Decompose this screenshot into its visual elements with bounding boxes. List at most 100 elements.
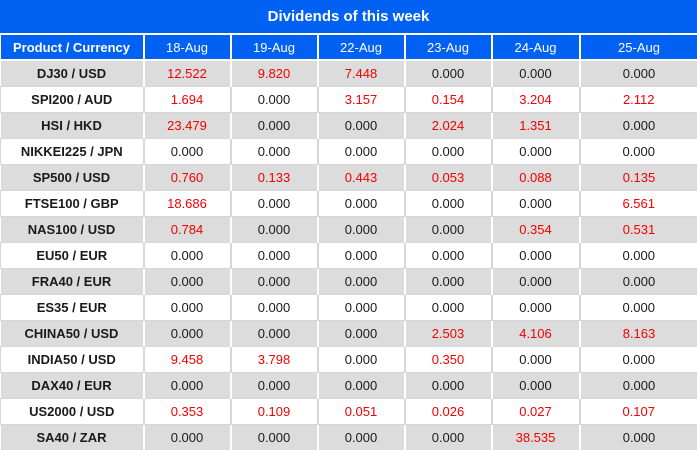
dividend-value-cell: 0.000 (143, 137, 232, 165)
dividend-value-cell: 0.784 (143, 216, 232, 242)
col-header-date: 23-Aug (404, 35, 493, 61)
dividend-value-cell: 0.000 (317, 268, 406, 294)
product-cell: SPI200 / AUD (0, 85, 145, 113)
dividend-value-cell: 0.000 (579, 112, 697, 138)
dividend-value-cell: 0.000 (317, 189, 406, 217)
product-cell: EU50 / EUR (0, 241, 145, 269)
dividend-value-cell: 0.000 (143, 424, 232, 450)
dividend-value-cell: 0.000 (143, 268, 232, 294)
table-row: CHINA50 / USD 0.000 0.000 0.000 2.503 4.106 8.… (0, 320, 697, 346)
dividend-value-cell: 3.204 (491, 85, 581, 113)
dividend-value-cell: 0.000 (317, 320, 406, 346)
dividend-value-cell: 0.000 (230, 112, 319, 138)
dividend-value-cell: 12.522 (143, 60, 232, 86)
dividend-value-cell: 0.000 (491, 137, 581, 165)
dividend-value-cell: 0.000 (230, 293, 319, 321)
dividend-value-cell: 9.458 (143, 345, 232, 373)
dividend-value-cell: 0.000 (579, 268, 697, 294)
dividend-value-cell: 23.479 (143, 112, 232, 138)
dividend-value-cell: 0.000 (230, 320, 319, 346)
dividend-value-cell: 6.561 (579, 189, 697, 217)
dividend-value-cell: 38.535 (491, 424, 581, 450)
col-header-date: 18-Aug (143, 35, 232, 61)
dividend-value-cell: 0.133 (230, 164, 319, 190)
dividend-value-cell: 0.000 (317, 372, 406, 398)
dividend-value-cell: 0.000 (317, 424, 406, 450)
dividend-value-cell: 18.686 (143, 189, 232, 217)
dividend-value-cell: 0.000 (143, 372, 232, 398)
col-header-product-currency: Product / Currency (0, 35, 145, 61)
dividend-value-cell: 0.000 (230, 216, 319, 242)
dividend-value-cell: 0.000 (579, 137, 697, 165)
dividend-value-cell: 8.163 (579, 320, 697, 346)
dividend-value-cell: 0.000 (230, 268, 319, 294)
table-row: NIKKEI225 / JPN 0.000 0.000 0.000 0.000 0.000… (0, 137, 697, 165)
table-row: ES35 / EUR 0.000 0.000 0.000 0.000 0.000 0.000 (0, 293, 697, 321)
col-header-date: 22-Aug (317, 35, 406, 61)
dividend-value-cell: 0.000 (143, 320, 232, 346)
table-row: SPI200 / AUD 1.694 0.000 3.157 0.154 3.204 2.1… (0, 85, 697, 113)
dividend-value-cell: 0.000 (317, 293, 406, 321)
header-row: Product / Currency 18-Aug 19-Aug 22-Aug 23-A… (0, 35, 697, 61)
table-title-text: Dividends of this week (267, 8, 430, 25)
product-cell: HSI / HKD (0, 112, 145, 138)
dividend-value-cell: 1.694 (143, 85, 232, 113)
dividend-value-cell: 0.000 (404, 268, 493, 294)
dividend-value-cell: 0.000 (404, 372, 493, 398)
product-cell: INDIA50 / USD (0, 345, 145, 373)
dividend-value-cell: 0.000 (491, 241, 581, 269)
dividend-value-cell: 0.000 (230, 372, 319, 398)
product-cell: CHINA50 / USD (0, 320, 145, 346)
dividend-value-cell: 0.531 (579, 216, 697, 242)
table-title: Dividends of this week (0, 0, 697, 33)
table-row: US2000 / USD 0.353 0.109 0.051 0.026 0.027 0.1… (0, 397, 697, 425)
dividend-value-cell: 0.109 (230, 397, 319, 425)
dividend-value-cell: 0.053 (404, 164, 493, 190)
dividend-value-cell: 1.351 (491, 112, 581, 138)
dividend-value-cell: 0.000 (491, 268, 581, 294)
product-cell: NAS100 / USD (0, 216, 145, 242)
dividend-value-cell: 0.000 (404, 424, 493, 450)
dividend-value-cell: 9.820 (230, 60, 319, 86)
table-row: NAS100 / USD 0.784 0.000 0.000 0.000 0.354 0.5… (0, 216, 697, 242)
product-cell: SA40 / ZAR (0, 424, 145, 450)
table-row: FRA40 / EUR 0.000 0.000 0.000 0.000 0.000 0.00… (0, 268, 697, 294)
dividend-value-cell: 0.000 (491, 293, 581, 321)
dividend-value-cell: 0.088 (491, 164, 581, 190)
dividend-value-cell: 0.000 (579, 241, 697, 269)
dividend-value-cell: 0.051 (317, 397, 406, 425)
dividend-value-cell: 0.000 (404, 216, 493, 242)
dividend-value-cell: 0.107 (579, 397, 697, 425)
dividend-value-cell: 0.000 (317, 345, 406, 373)
dividend-value-cell: 2.112 (579, 85, 697, 113)
dividend-value-cell: 0.000 (317, 241, 406, 269)
product-cell: DJ30 / USD (0, 60, 145, 86)
dividend-value-cell: 0.000 (404, 293, 493, 321)
table-row: INDIA50 / USD 9.458 3.798 0.000 0.350 0.000 0.… (0, 345, 697, 373)
dividend-value-cell: 0.000 (317, 137, 406, 165)
dividend-value-cell: 0.026 (404, 397, 493, 425)
dividend-value-cell: 0.000 (317, 112, 406, 138)
dividend-value-cell: 0.354 (491, 216, 581, 242)
product-cell: DAX40 / EUR (0, 372, 145, 398)
dividend-value-cell: 0.000 (404, 60, 493, 86)
dividend-value-cell: 0.000 (404, 137, 493, 165)
dividend-value-cell: 0.000 (404, 189, 493, 217)
dividend-value-cell: 0.000 (404, 241, 493, 269)
col-header-date: 24-Aug (491, 35, 581, 61)
dividend-value-cell: 0.000 (579, 293, 697, 321)
dividend-value-cell: 0.135 (579, 164, 697, 190)
product-cell: FRA40 / EUR (0, 268, 145, 294)
dividend-value-cell: 7.448 (317, 60, 406, 86)
dividend-value-cell: 0.000 (230, 424, 319, 450)
dividend-value-cell: 0.000 (230, 241, 319, 269)
table-row: DAX40 / EUR 0.000 0.000 0.000 0.000 0.000 0.00… (0, 372, 697, 398)
dividend-value-cell: 0.000 (579, 372, 697, 398)
dividends-table: Product / Currency 18-Aug 19-Aug 22-Aug 23-A… (0, 35, 697, 450)
dividend-value-cell: 0.000 (491, 60, 581, 86)
dividend-value-cell: 0.000 (579, 424, 697, 450)
dividend-value-cell: 0.000 (230, 85, 319, 113)
dividend-value-cell: 0.000 (491, 372, 581, 398)
dividend-value-cell: 0.027 (491, 397, 581, 425)
